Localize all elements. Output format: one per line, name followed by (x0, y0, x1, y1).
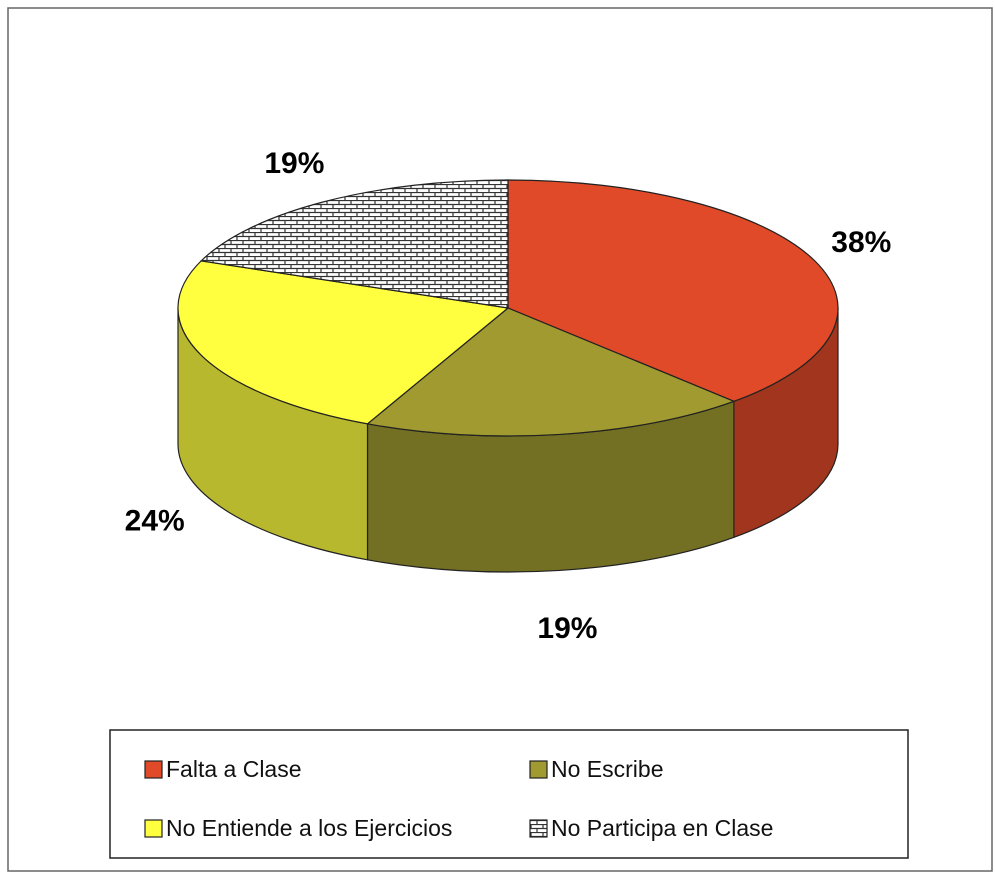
legend-label: No Escribe (551, 756, 663, 782)
value-label: 19% (537, 612, 597, 645)
value-label: 19% (264, 147, 324, 180)
legend-swatch (529, 760, 548, 779)
slice (366, 307, 736, 437)
legend-swatch (144, 819, 163, 838)
legend-label: No Participa en Clase (551, 815, 773, 841)
value-label: 24% (125, 505, 185, 538)
legend-swatch (144, 760, 163, 779)
legend-swatch (529, 819, 548, 838)
slice (507, 179, 839, 402)
pie: 38% 19% 24% 19% (125, 147, 892, 645)
slice (199, 179, 509, 309)
legend: Falta a Clase No Escribe No Entiende a los… (144, 756, 773, 841)
slice (177, 260, 510, 425)
legend-label: No Entiende a los Ejercicios (166, 815, 452, 841)
legend-box (109, 729, 909, 859)
value-label: 38% (831, 226, 891, 259)
legend-label: Falta a Clase (166, 756, 302, 782)
